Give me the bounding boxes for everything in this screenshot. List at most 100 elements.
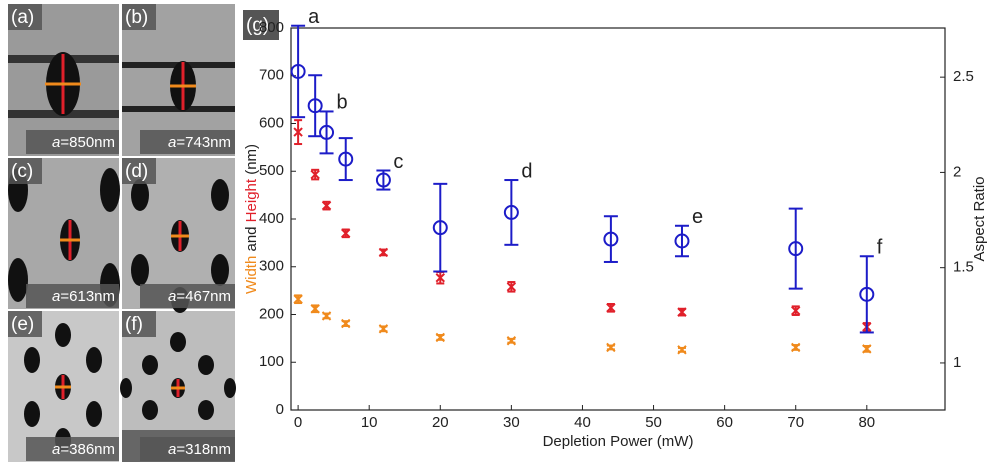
- error-bar: [291, 24, 306, 119]
- point: [677, 307, 687, 317]
- y2-tick-label: 2.5: [953, 68, 974, 85]
- panel-label-bg: [243, 10, 279, 40]
- y-tick-label: 0: [276, 401, 284, 418]
- y-label-width: Width: [243, 256, 260, 294]
- x-tick-label: 30: [503, 414, 520, 431]
- caption-bg: [26, 130, 119, 154]
- caption-value: =743nm: [176, 134, 231, 151]
- point: [435, 332, 445, 343]
- point-label: f: [877, 237, 883, 259]
- x-tick-label: 20: [432, 414, 449, 431]
- caption-value: =318nm: [176, 441, 231, 458]
- point: [435, 273, 445, 283]
- point: [674, 233, 690, 249]
- panel-label-bg: [8, 311, 42, 337]
- y2-tick-label: 2: [953, 163, 961, 180]
- y-axis-label: Width and Height (nm): [243, 144, 260, 294]
- point: [506, 336, 517, 346]
- point: [310, 169, 320, 180]
- point: [321, 311, 332, 321]
- caption-symbol: a: [52, 134, 60, 151]
- point: [341, 228, 351, 239]
- caption-value: =386nm: [60, 441, 115, 458]
- point: [862, 344, 872, 354]
- x-tick-label: 10: [361, 414, 378, 431]
- error-bar: [674, 224, 689, 258]
- point-label: c: [393, 151, 403, 173]
- x-tick-label: 50: [645, 414, 662, 431]
- x-tick-label: 60: [716, 414, 733, 431]
- y-tick-label: 300: [259, 258, 284, 275]
- point: [788, 241, 804, 257]
- point-label: d: [521, 160, 532, 182]
- chart: (g)0 10 20 30 40 50 60 70 8001002003004005006007…: [243, 6, 988, 450]
- y-label-height: Height: [243, 178, 260, 222]
- error-bar: [788, 207, 803, 290]
- error-bar: [338, 137, 353, 182]
- panel-label: (e): [11, 314, 34, 335]
- caption: a=467nm: [168, 288, 231, 305]
- error-bar: [319, 110, 334, 155]
- caption-value: =467nm: [176, 288, 231, 305]
- caption-symbol: a: [52, 441, 60, 458]
- panel-labels: (a)a=850nm(b)a=743nm(c)a=613nm(d)a=467nm…: [8, 4, 235, 461]
- crosses: [45, 54, 196, 399]
- y-tick-label: 600: [259, 114, 284, 131]
- y2-axis-label: Aspect Ratio: [971, 176, 988, 261]
- point: [791, 305, 801, 316]
- panel-label-bg: [122, 158, 156, 184]
- point: [378, 247, 389, 258]
- caption-symbol: a: [168, 134, 176, 151]
- point: [293, 127, 303, 137]
- caption: a=743nm: [168, 134, 231, 151]
- x-tick-label: 80: [858, 414, 875, 431]
- y-label-unit: (nm): [243, 144, 260, 179]
- caption-symbol: a: [168, 288, 176, 305]
- point: [378, 324, 389, 334]
- point: [859, 286, 875, 302]
- caption-bg: [140, 437, 235, 461]
- error-bar: [603, 215, 618, 263]
- panel-label: (f): [125, 314, 143, 335]
- caption-bg: [26, 284, 119, 308]
- panel-label: (g): [246, 15, 269, 36]
- caption: a=613nm: [52, 288, 115, 305]
- y-tick-label: 800: [259, 19, 284, 36]
- point: [321, 200, 332, 211]
- point-label: e: [692, 206, 703, 228]
- point: [341, 318, 351, 329]
- y-label-and: and: [243, 222, 260, 255]
- caption-bg: [26, 437, 119, 461]
- panel-label: (d): [125, 161, 148, 182]
- panel-label-bg: [8, 158, 42, 184]
- panel-label-bg: [122, 4, 156, 30]
- point: [293, 294, 303, 304]
- point: [310, 304, 320, 314]
- sem-images: [8, 4, 236, 462]
- point: [503, 204, 519, 220]
- y-tick-label: 100: [259, 353, 284, 370]
- panel-label-bg: [8, 4, 42, 30]
- panel-label: (c): [11, 161, 33, 182]
- caption-value: =850nm: [60, 134, 115, 151]
- caption-bg: [140, 130, 235, 154]
- x-tick-label: 70: [787, 414, 804, 431]
- point: [375, 172, 391, 188]
- error-bar: [433, 182, 448, 273]
- point: [791, 342, 801, 353]
- plot-frame: [290, 27, 946, 411]
- y2-tick-label: 1: [953, 354, 961, 371]
- error-bar: [308, 74, 323, 138]
- caption-value: =613nm: [60, 288, 115, 305]
- y-tick-label: 200: [259, 305, 284, 322]
- caption-symbol: a: [168, 441, 176, 458]
- point-label: b: [337, 92, 348, 114]
- caption: a=318nm: [168, 441, 231, 458]
- point: [319, 124, 335, 140]
- panel-label-bg: [122, 311, 156, 337]
- y2-tick-label: 1.5: [953, 259, 974, 276]
- caption: a=850nm: [52, 134, 115, 151]
- point: [677, 345, 687, 355]
- point: [432, 220, 448, 236]
